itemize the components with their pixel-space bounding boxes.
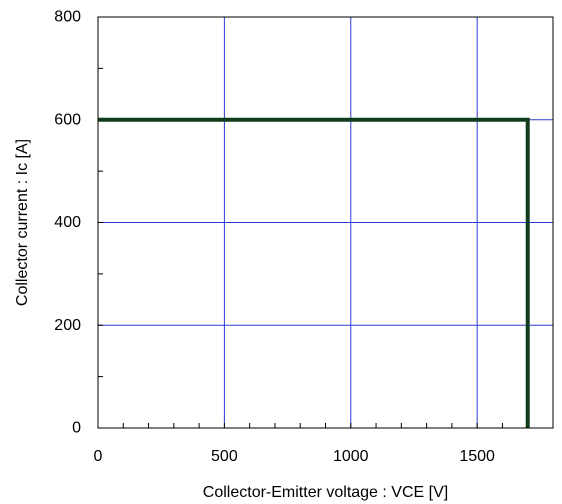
y-tick-label: 200 xyxy=(54,317,81,334)
plot-frame xyxy=(97,16,554,429)
y-tick-label: 800 xyxy=(54,9,81,26)
series-layer xyxy=(98,117,530,428)
x-tick-labels: 0 500 1000 1500 xyxy=(94,448,496,465)
y-tick-labels: 0 200 400 600 800 xyxy=(54,9,81,437)
x-tick-label: 1500 xyxy=(459,448,495,465)
grid-lines xyxy=(98,17,553,428)
y-tick-label: 0 xyxy=(72,420,81,437)
x-tick-label: 0 xyxy=(94,448,103,465)
series-line xyxy=(98,117,530,428)
x-axis-title: Collector-Emitter voltage : VCE [V] xyxy=(203,484,448,501)
x-tick-label: 1000 xyxy=(333,448,369,465)
y-tick-label: 400 xyxy=(54,214,81,231)
y-tick-label: 600 xyxy=(54,111,81,128)
y-axis-title: Collector current : Ic [A] xyxy=(14,139,31,306)
x-tick-label: 500 xyxy=(211,448,238,465)
